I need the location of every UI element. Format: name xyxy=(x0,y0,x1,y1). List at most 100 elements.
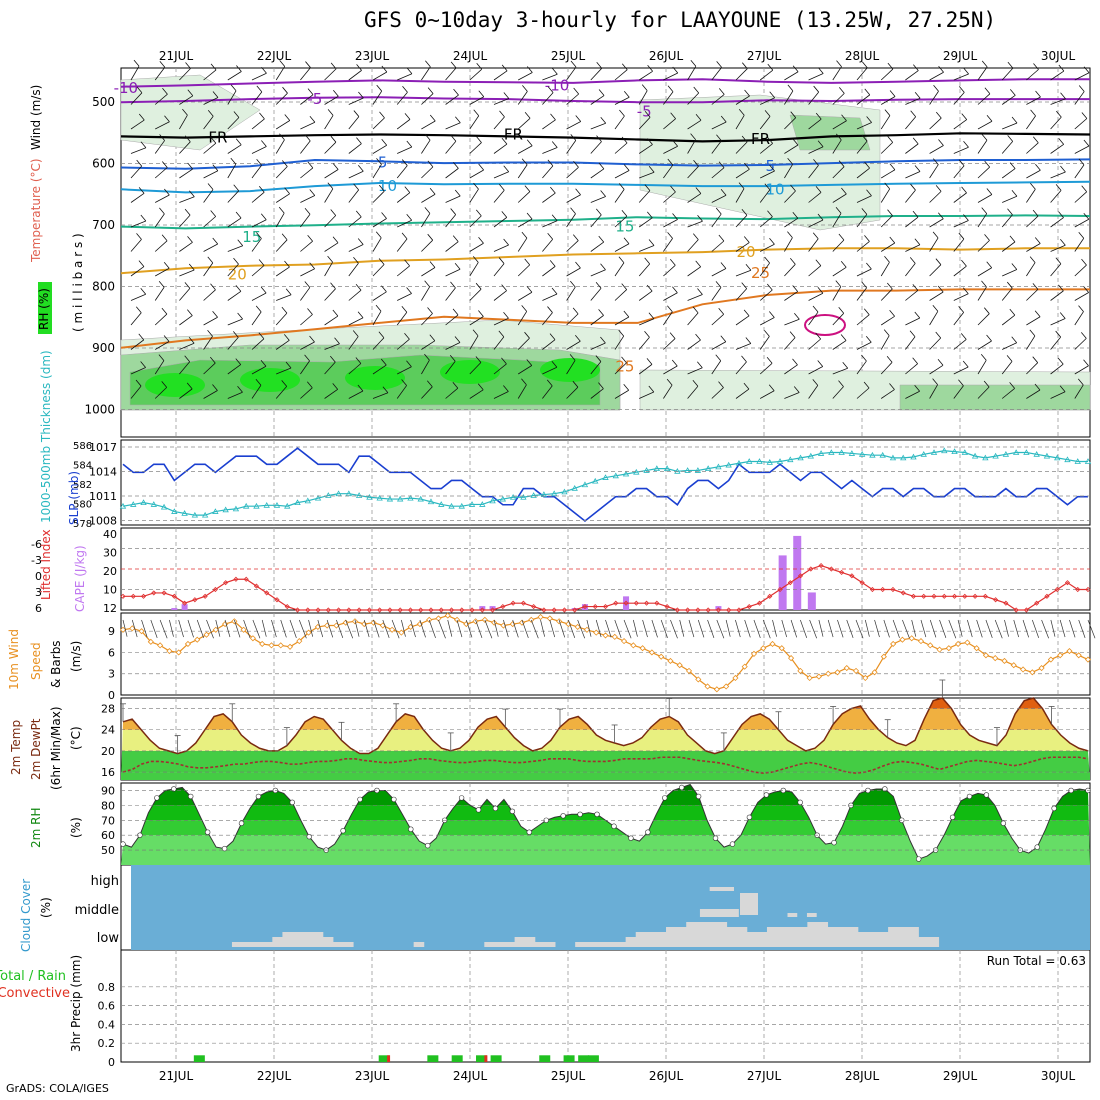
wind-barb xyxy=(251,72,267,81)
thickness-marker xyxy=(1002,450,1010,457)
wind-barb xyxy=(348,336,359,350)
rh-band xyxy=(121,820,1090,836)
wind-barb xyxy=(348,244,364,252)
wind-barb xyxy=(130,192,145,203)
wind-barb xyxy=(711,341,726,350)
wind-barb-flag xyxy=(327,109,334,116)
rh-marker xyxy=(391,796,397,803)
lifted-index-marker xyxy=(900,590,906,596)
wind-barb-flag xyxy=(501,211,508,218)
wind-barb-flag xyxy=(792,212,799,219)
rh-marker xyxy=(357,796,363,803)
wind-barb-flag xyxy=(551,287,558,295)
cloud-low-block xyxy=(686,922,697,947)
wind-barb-flag xyxy=(697,288,703,295)
rh-marker xyxy=(526,829,533,835)
wind-barb xyxy=(687,339,701,350)
wind-speed-marker xyxy=(593,629,600,636)
rh-shading xyxy=(899,384,1091,411)
wind-barb-flag xyxy=(332,236,339,244)
thickness-line xyxy=(122,450,1088,516)
wind-barb xyxy=(590,214,602,228)
cloud-low-block xyxy=(817,922,829,947)
lifted-index-marker xyxy=(151,590,157,596)
wind-barb xyxy=(638,190,651,203)
thickness-marker xyxy=(622,470,630,477)
isotherm-label: -5 xyxy=(637,103,652,121)
date-label-bottom: 23JUL xyxy=(355,1069,390,1083)
wind-barb-flag xyxy=(718,234,725,242)
wind-barb xyxy=(856,214,868,228)
rh-marker xyxy=(475,807,482,813)
wind-barb-flag xyxy=(547,306,553,313)
wind-barb-flag xyxy=(406,140,413,148)
wind-barb-flag xyxy=(522,85,528,92)
wind-barb xyxy=(711,213,722,228)
wind-barb-flag xyxy=(1032,136,1039,144)
surface-wind-barb xyxy=(410,619,416,638)
wind-barb xyxy=(348,262,359,277)
wind-barb xyxy=(832,213,842,228)
wind-barb xyxy=(227,337,239,350)
wind-barb xyxy=(638,364,653,375)
wind-barb-flag xyxy=(1058,211,1064,218)
wind-barb xyxy=(276,367,292,375)
pressure-tick-label: 700 xyxy=(92,218,115,232)
wind-barb xyxy=(759,116,771,130)
temp-2m-line xyxy=(122,697,1089,755)
lifted-index-marker xyxy=(428,607,434,613)
date-label-bottom: 27JUL xyxy=(747,1069,782,1083)
cloud-low-block xyxy=(797,927,808,947)
precip-total-bar xyxy=(539,1055,551,1062)
ylabel-precip: 3hr Precip (mm) xyxy=(69,955,83,1052)
surface-wind-barb xyxy=(243,619,251,638)
thickness-marker xyxy=(817,450,825,456)
surface-wind-barb xyxy=(187,619,194,638)
wind-barb xyxy=(808,366,823,375)
wind-barb xyxy=(469,288,482,301)
wind-barb xyxy=(1026,289,1039,301)
surface-wind-barb xyxy=(568,619,576,638)
rh-legend-swatch xyxy=(38,282,52,334)
wind-barb xyxy=(396,338,410,350)
wind-barb-flag xyxy=(404,186,411,193)
wind-barb-flag xyxy=(980,354,987,361)
lifted-index-marker xyxy=(951,593,958,599)
cloud-low-block xyxy=(575,942,586,947)
wind-barb-flag xyxy=(237,385,243,393)
wind-barb-flag xyxy=(792,358,798,366)
wind-barb xyxy=(130,119,145,130)
lifted-index-marker xyxy=(674,607,680,613)
wind-speed-marker xyxy=(750,650,758,657)
wind-barb-flag xyxy=(598,235,605,243)
wind-barb xyxy=(154,240,168,252)
wind-barb xyxy=(372,218,387,228)
wind-barb xyxy=(154,360,165,375)
wind-barb xyxy=(856,94,871,105)
wind-barb xyxy=(179,269,195,277)
surface-wind-barb xyxy=(1041,619,1049,639)
wind-barb-flag xyxy=(307,161,314,169)
lifted-index-marker xyxy=(736,607,742,613)
cloud-low-block xyxy=(524,937,536,947)
wind-speed-marker xyxy=(713,686,720,693)
thickness-marker xyxy=(130,501,137,507)
wind-barb-flag xyxy=(912,357,918,364)
wind-barb xyxy=(905,336,916,350)
surface-wind-barb xyxy=(150,619,158,638)
wind-barb xyxy=(1050,290,1064,301)
precip-total-bar xyxy=(476,1055,488,1062)
wind-barb xyxy=(663,384,673,399)
wind-barb xyxy=(227,364,241,375)
wind-barb xyxy=(445,67,457,81)
wind-barb xyxy=(687,220,703,228)
wind-barb-flag xyxy=(743,382,750,390)
wind-barb-flag xyxy=(473,109,480,116)
wind-speed-marker xyxy=(648,649,655,656)
wind-barb xyxy=(977,120,993,130)
wind-speed-marker xyxy=(917,638,925,645)
wind-barb xyxy=(808,311,819,326)
wind-barb-flag xyxy=(767,63,774,71)
surface-wind-barb xyxy=(159,619,168,639)
wind-barb-flag xyxy=(427,307,433,314)
